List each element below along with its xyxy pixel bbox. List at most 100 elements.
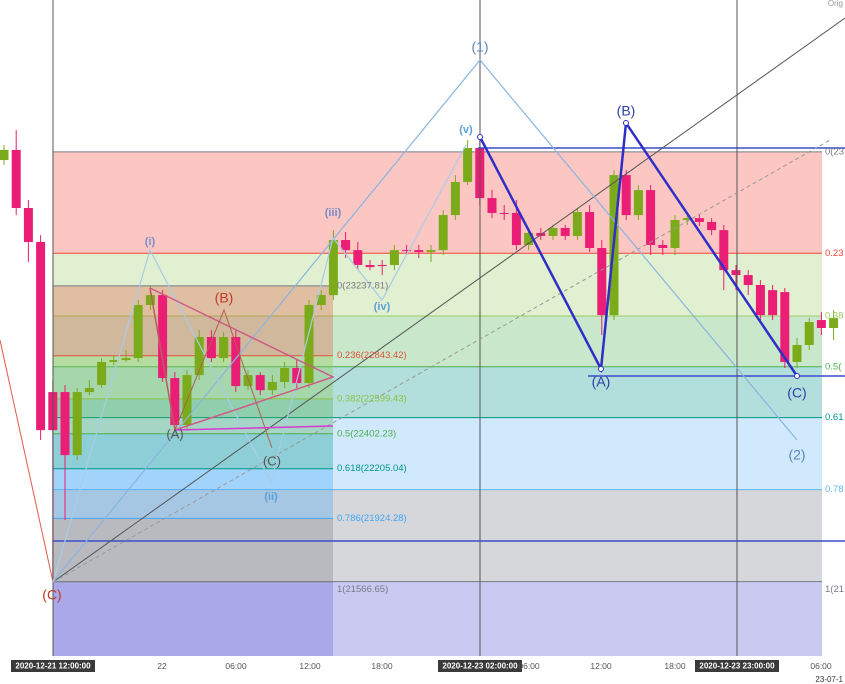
wave-label: (iv)	[374, 301, 391, 313]
candle-body	[438, 215, 448, 251]
candle-body	[621, 175, 631, 216]
fib-zone	[53, 285, 333, 356]
fib-label: 0.618(22205.04)	[337, 463, 407, 474]
candle-body	[280, 368, 290, 382]
x-tick-label: 18:00	[664, 661, 686, 671]
wave-line	[52, 144, 467, 583]
trend-line	[174, 425, 334, 431]
fib-label: 0.5(22402.23)	[337, 428, 396, 439]
wave-label: (1)	[471, 39, 488, 55]
candle-body	[109, 360, 119, 362]
candle-body	[145, 295, 155, 305]
trend-line	[52, 17, 845, 583]
candle-body	[97, 361, 107, 385]
candle-body	[158, 295, 168, 379]
fib-label: 0.5(	[825, 361, 842, 372]
candle-body	[72, 392, 82, 456]
wave-label: (B)	[215, 290, 234, 306]
time-badge	[695, 660, 779, 672]
fib-zone	[53, 315, 822, 367]
fib-label: 0.23	[825, 248, 844, 259]
candle-body	[121, 358, 131, 361]
x-tick-label: 2020-12-23 23:00:00	[699, 662, 775, 671]
candle-body	[646, 190, 656, 245]
candle-body	[731, 270, 741, 276]
candle-body	[255, 375, 265, 391]
x-tick-label: 22	[157, 661, 167, 671]
wave-label: (2)	[788, 447, 805, 463]
fib-label: 0.61	[825, 412, 844, 423]
candle-body	[292, 368, 302, 384]
fib-label: 0.236(22843.42)	[337, 350, 407, 361]
wave-point	[623, 120, 629, 126]
candle-body	[719, 230, 729, 271]
candle-body	[206, 337, 216, 359]
candle-body	[548, 227, 558, 236]
candle-body	[36, 241, 46, 431]
x-tick-label: 2020-12-23 02:00:00	[442, 662, 518, 671]
fib-zone	[53, 489, 822, 582]
time-badge	[11, 660, 95, 672]
wave-point	[477, 134, 483, 140]
wave-label: (C)	[42, 587, 61, 603]
fib-zone	[53, 253, 822, 316]
fib-label: 1(21	[825, 584, 844, 595]
candle-body	[23, 207, 33, 242]
candle-body	[658, 244, 668, 248]
fib-label: 0.382(22599.43)	[337, 393, 407, 404]
candle-body	[829, 318, 839, 328]
candle-body	[670, 220, 680, 248]
candle-body	[682, 218, 692, 221]
candle-body	[170, 378, 180, 426]
wave-line	[0, 339, 54, 583]
candle-body	[267, 381, 277, 391]
candle-body	[792, 344, 802, 362]
wave-line	[149, 287, 273, 449]
wave-line	[52, 59, 798, 583]
date-stamp: 23-07-1	[815, 675, 843, 684]
candle-body	[743, 275, 753, 285]
fib-label: 0.786(21924.28)	[337, 513, 407, 524]
wave-label: (i)	[145, 236, 156, 248]
candle-body	[0, 149, 9, 161]
fib-label: 1(21566.65)	[337, 584, 388, 595]
fib-label: 0(23237.81)	[337, 280, 388, 291]
x-tick-label: 12:00	[590, 661, 612, 671]
fib-zone	[53, 468, 333, 519]
candle-body	[572, 212, 582, 236]
candle-body	[707, 221, 717, 231]
x-tick-label: 06:00	[810, 661, 832, 671]
candle-body	[389, 250, 399, 265]
x-tick-label: 06:00	[225, 661, 247, 671]
trend-line	[52, 139, 831, 583]
candle-body	[219, 337, 229, 359]
wave-label: (ii)	[264, 491, 278, 503]
candle-body	[194, 337, 204, 376]
candle-body	[755, 284, 765, 316]
corner-label: Orig	[828, 0, 843, 8]
wave-label: (iii)	[325, 207, 342, 219]
wave-label: (v)	[459, 124, 473, 136]
candle-body	[402, 250, 412, 252]
candle-body	[816, 320, 826, 328]
candle-body	[316, 295, 326, 305]
wave-label: (A)	[166, 426, 183, 441]
wave-line	[478, 119, 799, 377]
candle-body	[414, 250, 424, 253]
wave-label: (C)	[263, 453, 281, 468]
candle-body	[804, 321, 814, 345]
wave-point	[598, 366, 604, 372]
fib-zone	[53, 433, 333, 469]
x-tick-label: 18:00	[371, 661, 393, 671]
candle-body	[60, 392, 70, 456]
fib-label: 0.38	[825, 310, 844, 321]
candle-body	[499, 212, 509, 215]
labels: 0(23 0.23 0.38 0.5(0.61 0.78 1(21 0(23237.81) 0…	[42, 39, 844, 603]
candle-body	[450, 181, 460, 216]
wave-label: (A)	[592, 374, 611, 390]
fib-zones	[53, 151, 822, 656]
wave-point	[794, 373, 800, 379]
x-tick-label: 12:00	[299, 661, 321, 671]
candle-body	[328, 240, 338, 296]
candle-body	[597, 247, 607, 316]
